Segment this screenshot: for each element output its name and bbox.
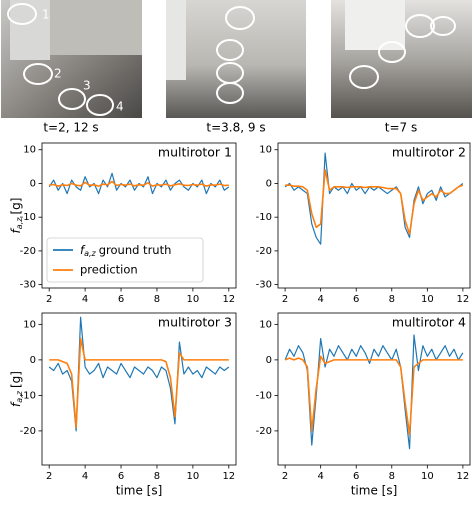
x-tick-label: 6 (118, 471, 124, 482)
legend-box (46, 237, 204, 283)
series-line (49, 180, 229, 187)
x-tick-label: 4 (82, 294, 88, 305)
text: [g] (9, 371, 23, 388)
x-tick-label: 12 (457, 294, 470, 305)
y-tick-label: -20 (256, 426, 272, 437)
subplot-title: multirotor 2 (392, 145, 466, 160)
x-tick-label: 8 (154, 294, 160, 305)
y-tick-label: -20 (20, 426, 36, 437)
y-tick-label: -20 (256, 246, 272, 257)
photo (1, 0, 142, 118)
x-tick-label: 10 (187, 471, 200, 482)
photo (331, 0, 472, 118)
x-tick-label: 6 (353, 294, 359, 305)
y-tick-label: -20 (20, 246, 36, 257)
axes-frame (41, 142, 237, 289)
symbol: f (9, 401, 23, 407)
y-tick-label: -30 (256, 280, 272, 291)
x-tick-label: 10 (421, 294, 434, 305)
y-tick-label: 10 (23, 319, 36, 330)
symbol: f (80, 243, 86, 257)
series-line (284, 334, 464, 450)
y-tick-label: -10 (256, 390, 272, 401)
x-tick-label: 8 (154, 471, 160, 482)
axes-frame (277, 142, 471, 289)
plot-lines (284, 152, 464, 245)
x-tick-label: 6 (118, 294, 124, 305)
x-tick-label: 6 (353, 471, 359, 482)
y-axis-label: fa,z [g] (9, 371, 24, 407)
x-tick-label: 2 (282, 471, 288, 482)
y-tick-label: 0 (266, 355, 272, 366)
legend-label: prediction (80, 263, 138, 277)
subplot: 2 4 6 8 10 12 10 0 -10 -20 -30 multirotor 2 (256, 142, 471, 305)
subplot-title: multirotor 3 (158, 315, 232, 330)
subscript: a,z (15, 217, 24, 229)
y-tick-label: 10 (259, 145, 272, 156)
photo-caption: t=3.8, 9 s (206, 121, 265, 135)
y-tick-label: 10 (259, 319, 272, 330)
legend-label: fa,z ground truth (80, 243, 171, 258)
x-tick-label: 2 (282, 294, 288, 305)
y-tick-label: 0 (30, 355, 36, 366)
photo (166, 0, 306, 118)
photo-label: 2 (54, 67, 62, 81)
photo-label: 4 (116, 100, 124, 114)
series-line (285, 169, 464, 235)
x-tick-label: 10 (187, 294, 200, 305)
x-tick-label: 12 (222, 294, 235, 305)
x-tick-label: 2 (46, 471, 52, 482)
photo-label: 1 (42, 8, 50, 22)
x-tick-label: 12 (222, 471, 235, 482)
y-axis-label: fa,z [g] (9, 198, 24, 234)
y-tick-label: -10 (256, 212, 272, 223)
x-axis-label: time [s] (116, 484, 163, 498)
y-tick-label: -30 (20, 280, 36, 291)
photo-caption: t=2, 12 s (43, 121, 98, 135)
subplot: 2 4 6 8 10 12 10 0 -10 -20 multirotor 3 time [s] fa,… (9, 312, 237, 498)
x-tick-label: 4 (82, 471, 88, 482)
subplot: 2 4 6 8 10 12 10 0 -10 -20 multirotor 4 time [s] (256, 312, 471, 498)
text: [g] (9, 198, 23, 215)
photo-label: 3 (83, 79, 91, 93)
x-tick-label: 2 (46, 294, 52, 305)
axes-frame (41, 312, 237, 466)
y-tick-label: -10 (20, 390, 36, 401)
plot-lines (48, 316, 230, 432)
x-axis-label: time [s] (351, 484, 398, 498)
x-tick-label: 4 (317, 294, 323, 305)
series-line (284, 152, 464, 245)
subplot-title: multirotor 4 (392, 315, 466, 330)
series-line (49, 337, 229, 429)
x-tick-label: 8 (389, 294, 395, 305)
plot-lines (284, 334, 464, 450)
symbol: f (9, 227, 23, 233)
x-tick-label: 8 (389, 471, 395, 482)
x-tick-label: 10 (421, 471, 434, 482)
subscript: a,z (84, 249, 96, 258)
text: ground truth (99, 243, 172, 257)
subscript: a,z (15, 390, 24, 402)
x-tick-label: 4 (317, 471, 323, 482)
y-tick-label: 0 (266, 178, 272, 189)
photo-caption: t=7 s (385, 121, 417, 135)
y-tick-label: 10 (23, 145, 36, 156)
x-tick-label: 12 (457, 471, 470, 482)
axes-frame (277, 312, 471, 466)
y-tick-label: -10 (20, 212, 36, 223)
series-line (284, 355, 463, 436)
plot-lines (48, 172, 230, 195)
subplot-title: multirotor 1 (158, 145, 232, 160)
y-tick-label: 0 (30, 178, 36, 189)
